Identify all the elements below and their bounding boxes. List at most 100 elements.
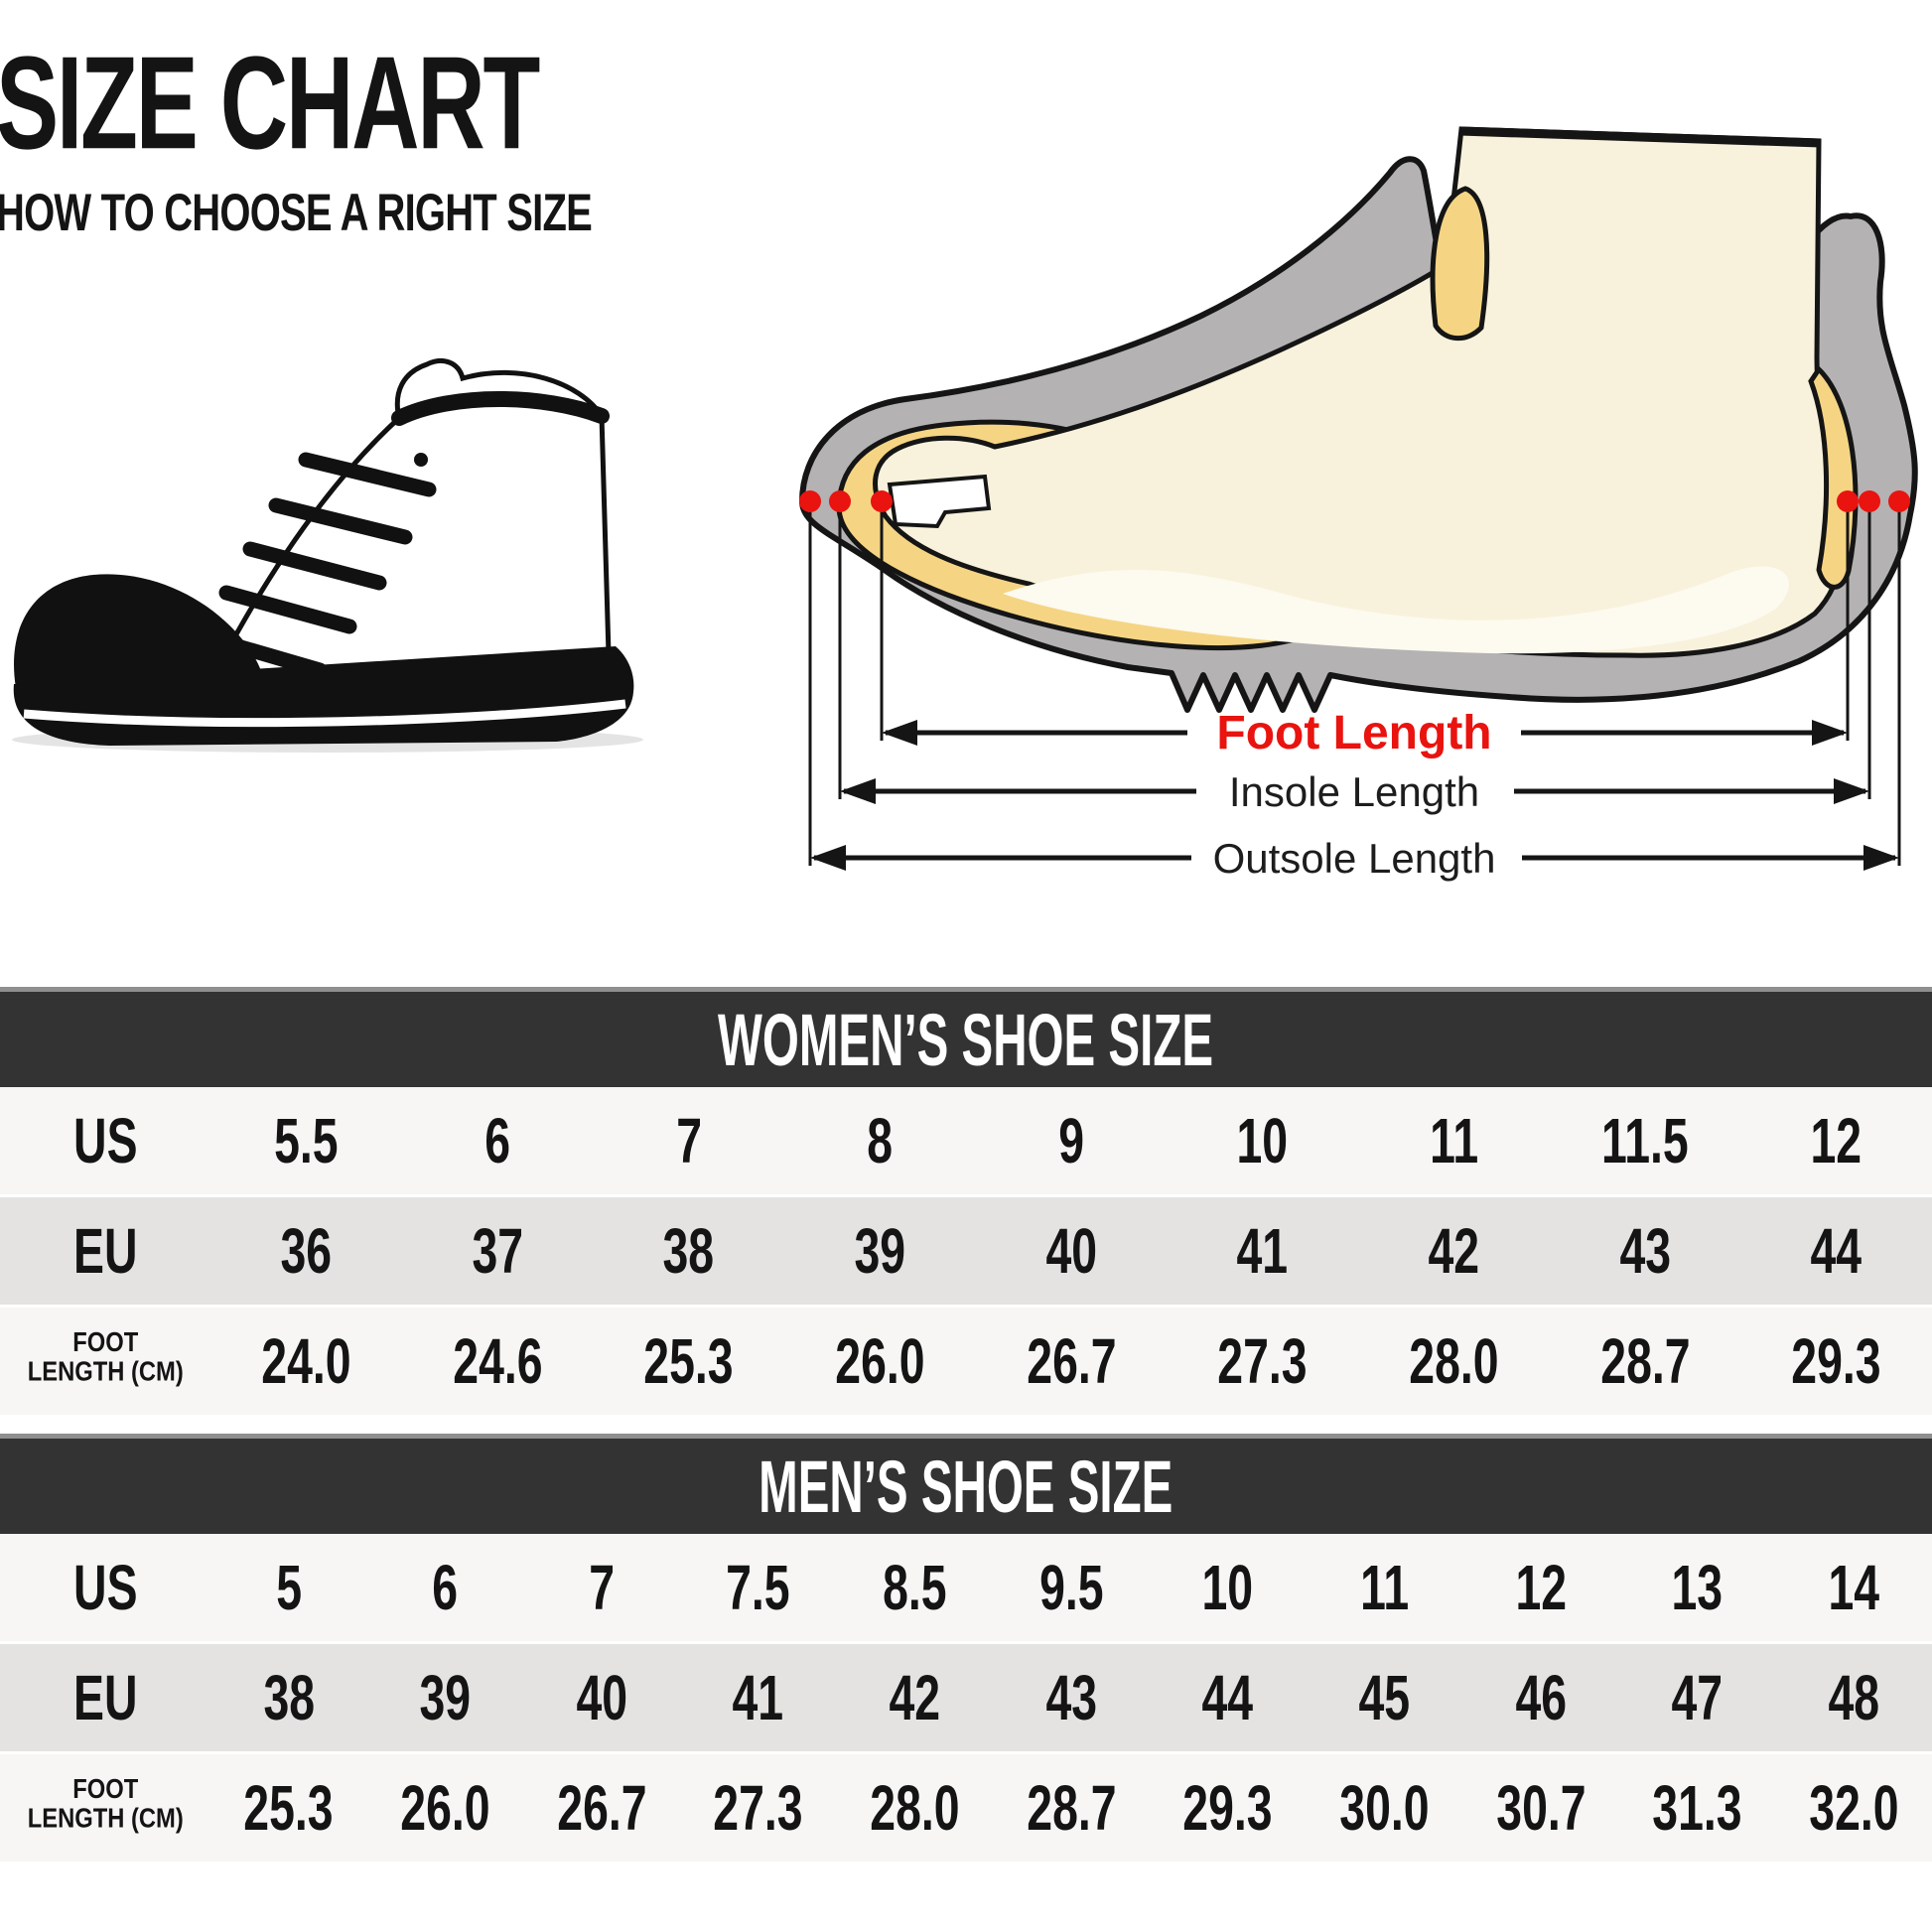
foot-measurement-diagram: Foot Length Insole Length Outsole Length: [799, 126, 1918, 882]
size-value: 30.0: [1339, 1772, 1430, 1844]
size-value: 28.7: [1599, 1325, 1691, 1397]
table-row: US 5.5 6 7 8 9 10 11 11.5 12: [0, 1087, 1932, 1197]
size-value: 38: [662, 1215, 715, 1287]
shoe-collar-trim: [391, 391, 610, 426]
size-value: 6: [432, 1552, 459, 1623]
row-label: EU: [72, 1662, 138, 1733]
size-value: 27.3: [713, 1772, 803, 1844]
size-value: 29.3: [1791, 1325, 1881, 1397]
row-label: FOOT LENGTH (CM): [27, 1326, 184, 1388]
table-row: FOOT LENGTH (CM) 25.3 26.0 26.7 27.3 28.0 28.7…: [0, 1754, 1932, 1864]
size-value: 26.0: [835, 1325, 925, 1397]
size-value: 46: [1515, 1662, 1567, 1733]
size-value: 5.5: [274, 1105, 339, 1176]
diagram-collar-pad: [1430, 186, 1490, 342]
page-title: SIZE CHART: [0, 29, 540, 178]
size-value: 36: [280, 1215, 333, 1287]
size-value: 32.0: [1809, 1772, 1899, 1844]
mens-table-header: MEN’S SHOE SIZE: [0, 1434, 1932, 1534]
size-value: 28.0: [1409, 1325, 1499, 1397]
diagram-toenail: [887, 474, 992, 529]
arrowhead-left: [882, 720, 917, 746]
mens-size-table: MEN’S SHOE SIZE US 5 6 7 7.5 8.5 9.5 10 11 12 13 14…: [0, 1434, 1932, 1864]
size-value: 29.3: [1182, 1772, 1273, 1844]
title-block: SIZE CHART HOW TO CHOOSE A RIGHT SIZE: [0, 29, 741, 242]
table-row: EU 38 39 40 41 42 43 44 45 46 47 48: [0, 1644, 1932, 1754]
size-value: 25.3: [643, 1325, 734, 1397]
table-row: EU 36 37 38 39 40 41 42 43 44: [0, 1197, 1932, 1308]
size-value: 24.0: [261, 1325, 351, 1397]
size-value: 47: [1671, 1662, 1724, 1733]
size-value: 9: [1058, 1105, 1084, 1176]
arrowhead-right: [1863, 845, 1899, 871]
measurement-dots: [799, 490, 1910, 512]
insole-length-label: Insole Length: [1229, 768, 1479, 815]
size-value: 8: [867, 1105, 894, 1176]
table-row: US 5 6 7 7.5 8.5 9.5 10 11 12 13 14: [0, 1534, 1932, 1644]
size-value: 26.7: [1026, 1325, 1117, 1397]
womens-size-table: WOMEN’S SHOE SIZE US 5.5 6 7 8 9 10 11 11.5 12 EU 3…: [0, 987, 1932, 1418]
size-value: 7.5: [726, 1552, 790, 1623]
size-value: 14: [1828, 1552, 1880, 1623]
size-value: 42: [889, 1662, 941, 1733]
row-label: US: [72, 1105, 138, 1176]
size-value: 37: [472, 1215, 523, 1287]
size-value: 24.6: [452, 1325, 543, 1397]
diagram-heel-pad: [1808, 365, 1859, 590]
arrowhead-right: [1834, 778, 1869, 804]
diagram-leg-cut-line: [1458, 126, 1822, 148]
size-value: 41: [1236, 1215, 1289, 1287]
row-label: FOOT LENGTH (CM): [27, 1773, 184, 1835]
size-value: 11.5: [1601, 1105, 1689, 1176]
womens-table-title: WOMEN’S SHOE SIZE: [718, 998, 1214, 1081]
size-value: 45: [1358, 1662, 1411, 1733]
size-value: 26.0: [400, 1772, 490, 1844]
size-value: 43: [1045, 1662, 1097, 1733]
size-value: 7: [589, 1552, 616, 1623]
size-value: 40: [1045, 1215, 1097, 1287]
size-value: 27.3: [1217, 1325, 1308, 1397]
size-value: 31.3: [1652, 1772, 1742, 1844]
size-value: 11: [1429, 1105, 1478, 1176]
shoe-sole-stripe: [23, 699, 626, 728]
diagram-foot-highlight: [1003, 566, 1789, 654]
size-value: 7: [675, 1105, 702, 1176]
size-value: 43: [1619, 1215, 1671, 1287]
size-value: 10: [1201, 1552, 1254, 1623]
table-row: FOOT LENGTH (CM) 24.0 24.6 25.3 26.0 26.7 27.3…: [0, 1308, 1932, 1418]
size-value: 39: [854, 1215, 906, 1287]
size-value: 5: [275, 1552, 302, 1623]
arrowhead-right: [1812, 720, 1848, 746]
size-value: 12: [1810, 1105, 1863, 1176]
size-value: 13: [1671, 1552, 1724, 1623]
size-value: 44: [1201, 1662, 1254, 1733]
size-value: 12: [1515, 1552, 1567, 1623]
size-value: 10: [1236, 1105, 1289, 1176]
mens-table-body: US 5 6 7 7.5 8.5 9.5 10 11 12 13 14 EU 38 39 40 41 42 43 44…: [0, 1534, 1932, 1864]
sneaker-illustration: [12, 358, 643, 753]
size-value: 44: [1810, 1215, 1863, 1287]
page-subtitle: HOW TO CHOOSE A RIGHT SIZE: [0, 183, 593, 242]
row-label: EU: [72, 1215, 138, 1287]
size-value: 8.5: [883, 1552, 947, 1623]
measurement-guides: [808, 511, 1901, 866]
mens-table-title: MEN’S SHOE SIZE: [759, 1445, 1173, 1528]
size-value: 48: [1828, 1662, 1880, 1733]
shoe-eyelet: [414, 453, 428, 467]
size-value: 42: [1428, 1215, 1480, 1287]
arrowhead-left: [810, 845, 846, 871]
foot-length-label: Foot Length: [1216, 707, 1491, 759]
size-value: 41: [732, 1662, 784, 1733]
row-label: US: [72, 1552, 138, 1623]
womens-table-header: WOMEN’S SHOE SIZE: [0, 987, 1932, 1087]
size-value: 6: [484, 1105, 510, 1176]
size-value: 11: [1359, 1552, 1409, 1623]
outsole-length-label: Outsole Length: [1213, 835, 1496, 882]
size-value: 28.0: [870, 1772, 960, 1844]
size-value: 28.7: [1026, 1772, 1117, 1844]
womens-table-body: US 5.5 6 7 8 9 10 11 11.5 12 EU 36 37 38 39 40 41 42 43 44 F…: [0, 1087, 1932, 1418]
size-value: 30.7: [1495, 1772, 1587, 1844]
arrowhead-left: [840, 778, 876, 804]
size-value: 38: [263, 1662, 315, 1733]
